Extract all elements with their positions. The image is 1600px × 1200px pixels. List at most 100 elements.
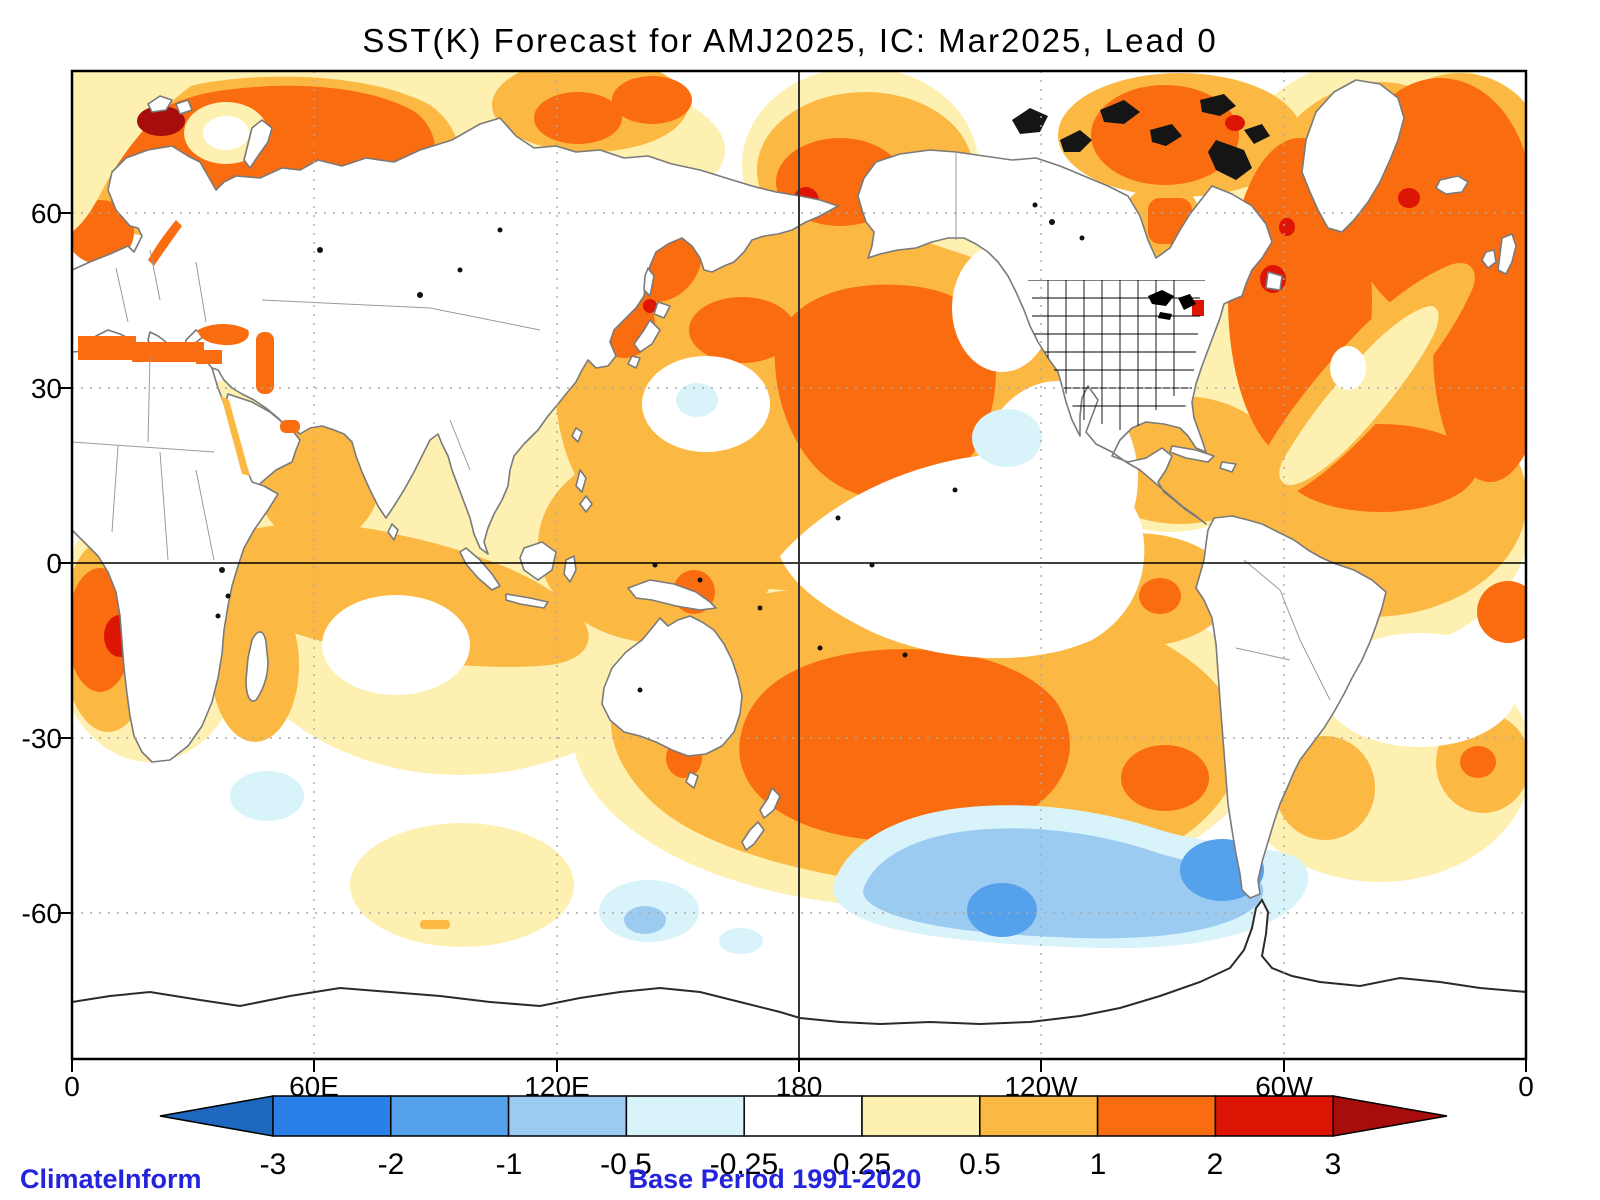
sea-red-sea: [221, 396, 250, 476]
sea-baltic: [148, 220, 182, 266]
anomaly-blob: [1279, 218, 1295, 236]
landmass-australia: [601, 615, 743, 757]
anomaly-blob: [612, 76, 692, 124]
colorbar-cell: [625, 1095, 745, 1137]
credit-climateinform: ClimateInform: [20, 1164, 202, 1194]
island-iceland: [1435, 175, 1469, 195]
lat-tick-label: -60: [22, 898, 62, 929]
anomaly-blob: [1330, 346, 1366, 390]
axis-ticks: [58, 212, 1527, 1072]
landmass-north-america: [857, 149, 1273, 525]
island-tasmania: [685, 771, 699, 789]
anomaly-blob: [72, 71, 215, 232]
sea-mediterranean-west: [78, 336, 136, 360]
anomaly-blob: [719, 928, 763, 954]
island-madagascar: [245, 631, 269, 702]
island-java: [505, 593, 549, 609]
anomaly-blob: [137, 106, 185, 136]
anomaly-blob: [1275, 736, 1375, 840]
credit-base-period: Base Period 1991-2020: [629, 1164, 922, 1194]
colorbar-cell: [1096, 1095, 1217, 1137]
grid-layer: [58, 69, 1528, 1072]
sea-black-sea: [198, 324, 249, 346]
colorbar-tick-label: -2: [378, 1148, 405, 1181]
colorbar-tick-label: -0.5: [600, 1148, 652, 1181]
colorbar-cell: [390, 1095, 510, 1137]
anomaly-blob: [774, 284, 996, 500]
anomaly-blob: [420, 920, 450, 929]
island-sri-lanka: [387, 523, 399, 541]
colorbar: -3 -2 -1 -0.5 -0.25 0.25 0.5 1 2 3: [159, 1095, 1448, 1181]
country-borders: [72, 152, 1331, 701]
anomaly-blob: [1460, 746, 1496, 778]
colorbar-tick-label: 2: [1207, 1148, 1224, 1181]
island-svalbard: [147, 95, 193, 115]
anomaly-blob: [72, 200, 134, 264]
colorbar-labels: -3 -2 -1 -0.5 -0.25 0.25 0.5 1 2 3: [260, 1148, 1342, 1181]
islands-philippines: [575, 469, 593, 513]
anomaly-blob: [689, 297, 795, 363]
colorbar-cell: [861, 1095, 981, 1137]
colorbar-below-arrow: [159, 1095, 274, 1137]
anomaly-blob: [185, 523, 589, 667]
land-layer: [72, 79, 1517, 899]
colorbar-cell: [507, 1095, 628, 1137]
island-new-guinea: [627, 579, 717, 611]
colorbar-cell: [979, 1095, 1099, 1137]
anomaly-blob: [1121, 745, 1209, 811]
islands-new-zealand: [741, 787, 781, 851]
map-specks: [215, 202, 1085, 693]
anomaly-blob: [780, 453, 1145, 659]
sea-levantine: [196, 350, 222, 364]
colorbar-cell: [1214, 1095, 1334, 1137]
page-title: SST(K) Forecast for AMJ2025, IC: Mar2025…: [362, 22, 1217, 59]
colorbar-cell: [743, 1095, 863, 1137]
canadian-arctic-islands: [1012, 94, 1270, 180]
anomaly-blob: [1477, 581, 1526, 643]
lat-tick-label: 0: [46, 548, 62, 579]
island-greenland: [1301, 79, 1405, 233]
anomaly-blob: [1279, 306, 1439, 486]
lat-tick-label: 30: [31, 373, 62, 404]
lat-tick-label: 60: [31, 198, 62, 229]
anomaly-blob: [1323, 633, 1517, 747]
island-great-britain: [1497, 233, 1517, 275]
colorbar-tick-label: -3: [260, 1148, 287, 1181]
lat-tick-label: -30: [22, 723, 62, 754]
anomaly-blob: [863, 828, 1264, 939]
landmass-antarctica: [72, 898, 1526, 1059]
island-cuba: [1169, 445, 1215, 463]
anomaly-blob: [972, 409, 1042, 467]
lon-tick-label: 0: [1518, 1071, 1534, 1102]
island-taiwan: [571, 427, 583, 443]
anomaly-blob: [350, 823, 574, 947]
colorbar-tick-label: 0.5: [959, 1148, 1001, 1181]
lon-tick-label: 0: [64, 1071, 80, 1102]
sea-mediterranean-east: [132, 342, 204, 362]
colorbar-tick-label: -0.25: [710, 1148, 778, 1181]
colorbar-tick-label: 3: [1325, 1148, 1342, 1181]
antarctica-layer: [72, 898, 1526, 1059]
islands-japan: [627, 301, 671, 369]
colorbar-tick-label: 0.25: [833, 1148, 891, 1181]
anomaly-blob: [1139, 578, 1181, 614]
island-ireland: [1481, 249, 1497, 269]
anomaly-blob: [739, 649, 1070, 842]
anomaly-blob: [230, 771, 304, 821]
sea-persian-gulf: [280, 420, 300, 433]
anomaly-blob: [203, 116, 249, 150]
island-sumatra: [459, 547, 501, 591]
landmass-south-america: [1195, 515, 1387, 899]
island-sakhalin: [643, 267, 655, 297]
anomaly-blob: [1398, 188, 1420, 208]
colorbar-cell: [272, 1095, 392, 1137]
titles: SST(K) Forecast for AMJ2025, IC: Mar2025…: [20, 22, 1217, 1194]
island-hispaniola: [1219, 461, 1237, 473]
anomaly-blob: [643, 299, 657, 313]
anomaly-blob: [676, 383, 718, 417]
anomaly-blob: [322, 595, 470, 695]
colorbar-tick-label: -1: [496, 1148, 523, 1181]
anomaly-blob: [624, 906, 666, 934]
colorbar-tick-label: 1: [1090, 1148, 1107, 1181]
